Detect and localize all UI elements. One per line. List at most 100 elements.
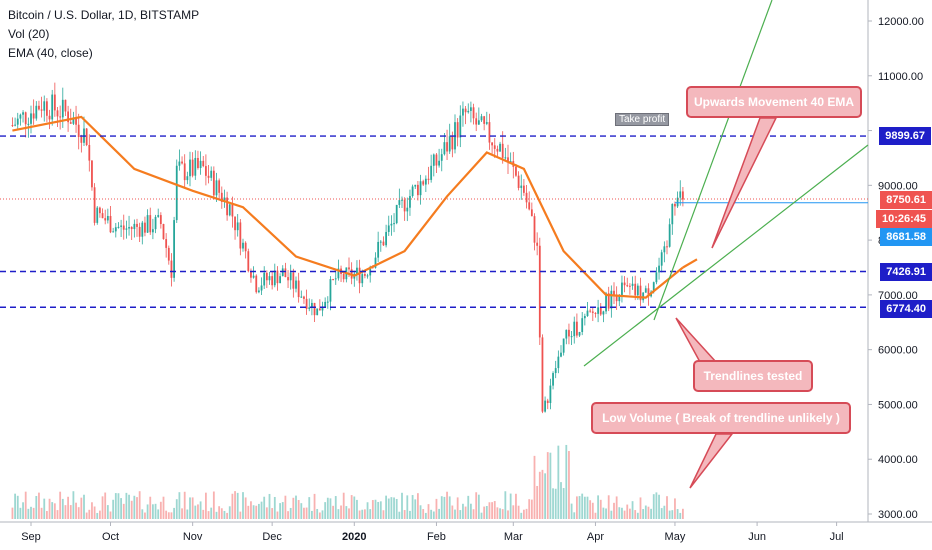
candle-body [162,224,165,240]
time-tick-label: Feb [427,531,446,543]
candle-body [472,107,475,119]
candle-body [69,122,72,124]
volume-bar [324,502,327,519]
volume-bar [144,512,146,519]
candle-body [398,200,401,205]
time-tick-label: 2020 [342,531,366,543]
candle-body [607,293,610,309]
volume-bar [578,496,581,519]
volume-bar [636,512,639,519]
candle-body [546,400,549,404]
volume-bar [528,499,531,519]
callout-low-volume[interactable]: Low Volume ( Break of trendline unlikely… [591,402,851,434]
volume-bar [615,496,618,519]
callout-pointer-low-volume [689,433,734,489]
volume-bar [228,506,231,519]
candle-body [239,222,242,249]
volume-bar [114,493,117,519]
volume-bar [64,505,67,519]
volume-bar [581,493,584,519]
volume-bar [141,509,144,519]
volume-bar [197,504,199,519]
volume-bar [40,507,43,519]
ema-40-line[interactable] [12,115,684,299]
volume-bar [515,493,517,519]
candle-body [242,242,244,249]
callout-upwards-ema[interactable]: Upwards Movement 40 EMA [686,86,862,118]
candle-body [106,215,109,221]
candle-body [40,109,43,111]
candle-body [223,197,226,202]
callout-trendlines[interactable]: Trendlines tested [693,360,813,392]
volume-bar [438,508,440,519]
volume-bar [279,503,281,519]
candle-body [348,267,350,270]
candle-body [578,332,581,336]
volume-bar [263,496,266,519]
volume-bar [252,505,255,519]
volume-bar [46,511,48,519]
take-profit-label[interactable]: Take profit [615,113,670,126]
symbol-title[interactable]: Bitcoin / U.S. Dollar, 1D, BITSTAMP [8,8,200,22]
volume-bar [507,510,509,519]
candle-body [186,176,189,181]
trendline-steep[interactable] [653,0,773,321]
candle-body [170,260,173,278]
candle-body [597,307,599,314]
candle-body [682,191,684,200]
volume-bar [435,498,438,519]
candle-body [483,116,486,124]
candle-body [289,272,292,281]
candle-body [46,101,48,116]
volume-bar [448,496,451,519]
volume-indicator-label[interactable]: Vol (20) [8,27,50,41]
volume-bar [660,508,663,519]
volume-bar [67,496,69,519]
candle-body [411,186,414,197]
volume-bar [22,502,24,519]
volume-bar [202,509,205,519]
candle-body [570,336,573,338]
candle-body [234,216,236,231]
candle-body [146,215,149,233]
volume-bar [292,497,295,519]
volume-bar [220,508,223,519]
ema-indicator-label[interactable]: EMA (40, close) [8,46,93,60]
candle-body [443,142,446,155]
volume-bar [371,500,374,519]
volume-bar [565,444,568,519]
candle-body [629,285,631,287]
volume-bar [231,493,234,519]
candle-body [432,154,435,166]
volume-bar [520,512,523,519]
volume-bar [345,506,348,519]
candle-body [501,143,504,158]
candle-body [114,227,117,232]
trendline-lower[interactable] [583,144,869,367]
candle-body [311,302,313,308]
volume-bar [117,493,120,519]
candle-body [387,225,390,232]
candle-body [334,278,337,280]
volume-bar [512,505,515,519]
volume-bar [488,502,491,519]
candle-body [178,161,181,166]
price-tag-level-low: 6774.40 [880,300,932,318]
volume-bar [549,452,552,519]
volume-bar [130,500,133,519]
callout-pointer-upwards [711,117,778,249]
candle-body [599,307,602,315]
volume-bar [658,494,660,519]
candle-body [197,157,199,169]
volume-bar [642,509,645,519]
candle-body [390,223,393,226]
volume-bar [583,496,586,519]
volume-bar [477,494,480,519]
candle-body [24,112,27,125]
candle-body [676,197,679,207]
candle-body [530,209,533,217]
volume-bar [38,492,40,519]
ema-projection-line[interactable] [682,258,698,269]
volume-bar [358,510,361,519]
